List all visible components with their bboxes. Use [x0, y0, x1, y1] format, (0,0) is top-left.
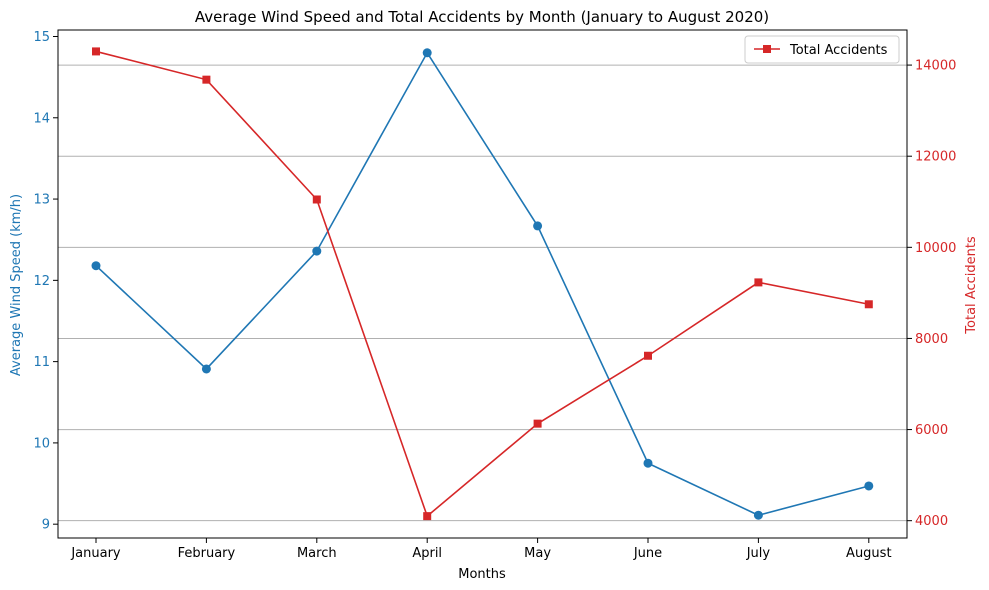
x-tick-label: March	[297, 546, 337, 561]
y-right-tick-label: 6000	[915, 423, 948, 438]
x-tick-label: August	[846, 546, 892, 561]
wind-speed-point	[533, 221, 543, 231]
x-tick-label: January	[70, 546, 121, 561]
x-tick-label: July	[746, 546, 771, 561]
accidents-line	[95, 50, 869, 518]
accidents-point	[202, 75, 211, 84]
y-right-tick-label: 14000	[915, 59, 956, 74]
wind-speed-point	[753, 510, 763, 520]
legend-label-accidents: Total Accidents	[789, 43, 888, 58]
y-left-tick-label: 14	[33, 111, 50, 126]
y-left-tick-label: 13	[33, 193, 50, 208]
legend-marker-accidents	[763, 45, 771, 53]
y-left-tick-label: 15	[33, 30, 50, 45]
accidents-point	[92, 47, 100, 56]
grid-layer	[58, 64, 907, 522]
y-left-tick-label: 11	[33, 355, 50, 370]
y-right-tick-label: 10000	[915, 241, 956, 256]
wind-speed-point	[91, 261, 101, 271]
y-axis-left-label: Average Wind Speed (km/h)	[9, 194, 24, 376]
wind-speed-point	[312, 246, 322, 256]
accidents-point	[644, 351, 652, 360]
wind-speed-point	[643, 458, 653, 468]
y-left-tick-label: 9	[42, 518, 50, 533]
series-layer	[91, 47, 874, 521]
wind-speed-point	[201, 364, 211, 374]
accidents-point	[423, 512, 432, 521]
wind-speed-point	[864, 481, 874, 491]
wind-speed-point	[422, 48, 432, 58]
accidents-point	[533, 419, 542, 428]
plot-frame	[57, 29, 908, 539]
accidents-point	[312, 195, 321, 204]
x-tick-label: April	[412, 546, 442, 561]
y-axis-right-label: Total Accidents	[964, 236, 979, 335]
chart-title: Average Wind Speed and Total Accidents b…	[195, 8, 769, 26]
x-tick-label: June	[633, 546, 662, 561]
y-left-tick-label: 10	[33, 436, 50, 451]
x-tick-label: May	[524, 546, 551, 561]
y-right-tick-label: 8000	[915, 332, 948, 347]
y-left-tick-label: 12	[33, 274, 50, 289]
legend: Total Accidents	[744, 35, 900, 64]
y-right-tick-label: 4000	[915, 514, 948, 529]
x-axis-label: Months	[458, 567, 506, 582]
wind-speed-line	[95, 51, 870, 517]
axis-layer: 4000 6000 8000 10000 12000 14000 9 10 11 12 13 14 15…	[33, 30, 956, 561]
legend-box	[744, 35, 900, 64]
accidents-point	[864, 300, 873, 309]
y-right-tick-label: 12000	[915, 150, 956, 165]
x-tick-label: February	[178, 546, 236, 561]
accidents-point	[754, 278, 763, 287]
